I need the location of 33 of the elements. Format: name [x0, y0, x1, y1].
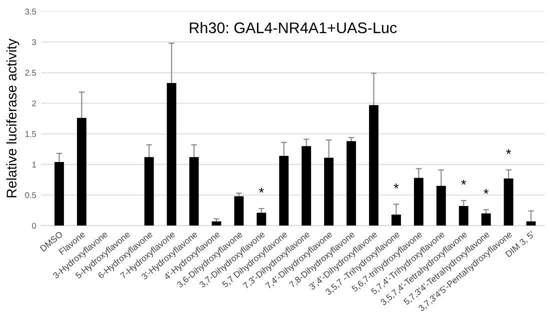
y-tick-label: 3.5 [25, 8, 36, 15]
bar [256, 212, 266, 226]
y-tick-label: 1.5 [25, 131, 36, 137]
annotation: * [484, 188, 489, 194]
bar [481, 213, 491, 226]
bar [54, 162, 64, 226]
bar [189, 157, 199, 226]
bar [76, 118, 86, 226]
bar [324, 158, 334, 226]
bar [392, 214, 401, 226]
y-tick-label: 0 [32, 222, 36, 229]
bar [234, 196, 244, 226]
y-axis-title: Relative luciferase activity [6, 38, 20, 198]
bar [166, 83, 176, 226]
bar [369, 105, 378, 226]
bar [144, 157, 154, 226]
bar [504, 178, 514, 226]
y-tick-label: 3 [32, 39, 36, 46]
bar [346, 141, 356, 226]
text: Rh30: GAL4-NR4A1+UAS-Luc [190, 22, 397, 34]
y-tick-label: 2 [32, 100, 36, 106]
bar [302, 146, 312, 226]
y-tick-label: 1 [32, 162, 36, 168]
bar [279, 156, 289, 226]
annotation: * [258, 188, 264, 193]
bar [414, 178, 424, 226]
y-tick-label: 2.5 [25, 70, 36, 76]
annotation: * [461, 180, 466, 185]
annotation: * [394, 183, 399, 188]
bar [436, 186, 446, 226]
y-tick-label: 0.5 [25, 192, 36, 198]
bar [458, 206, 468, 226]
annotation: * [506, 149, 512, 154]
